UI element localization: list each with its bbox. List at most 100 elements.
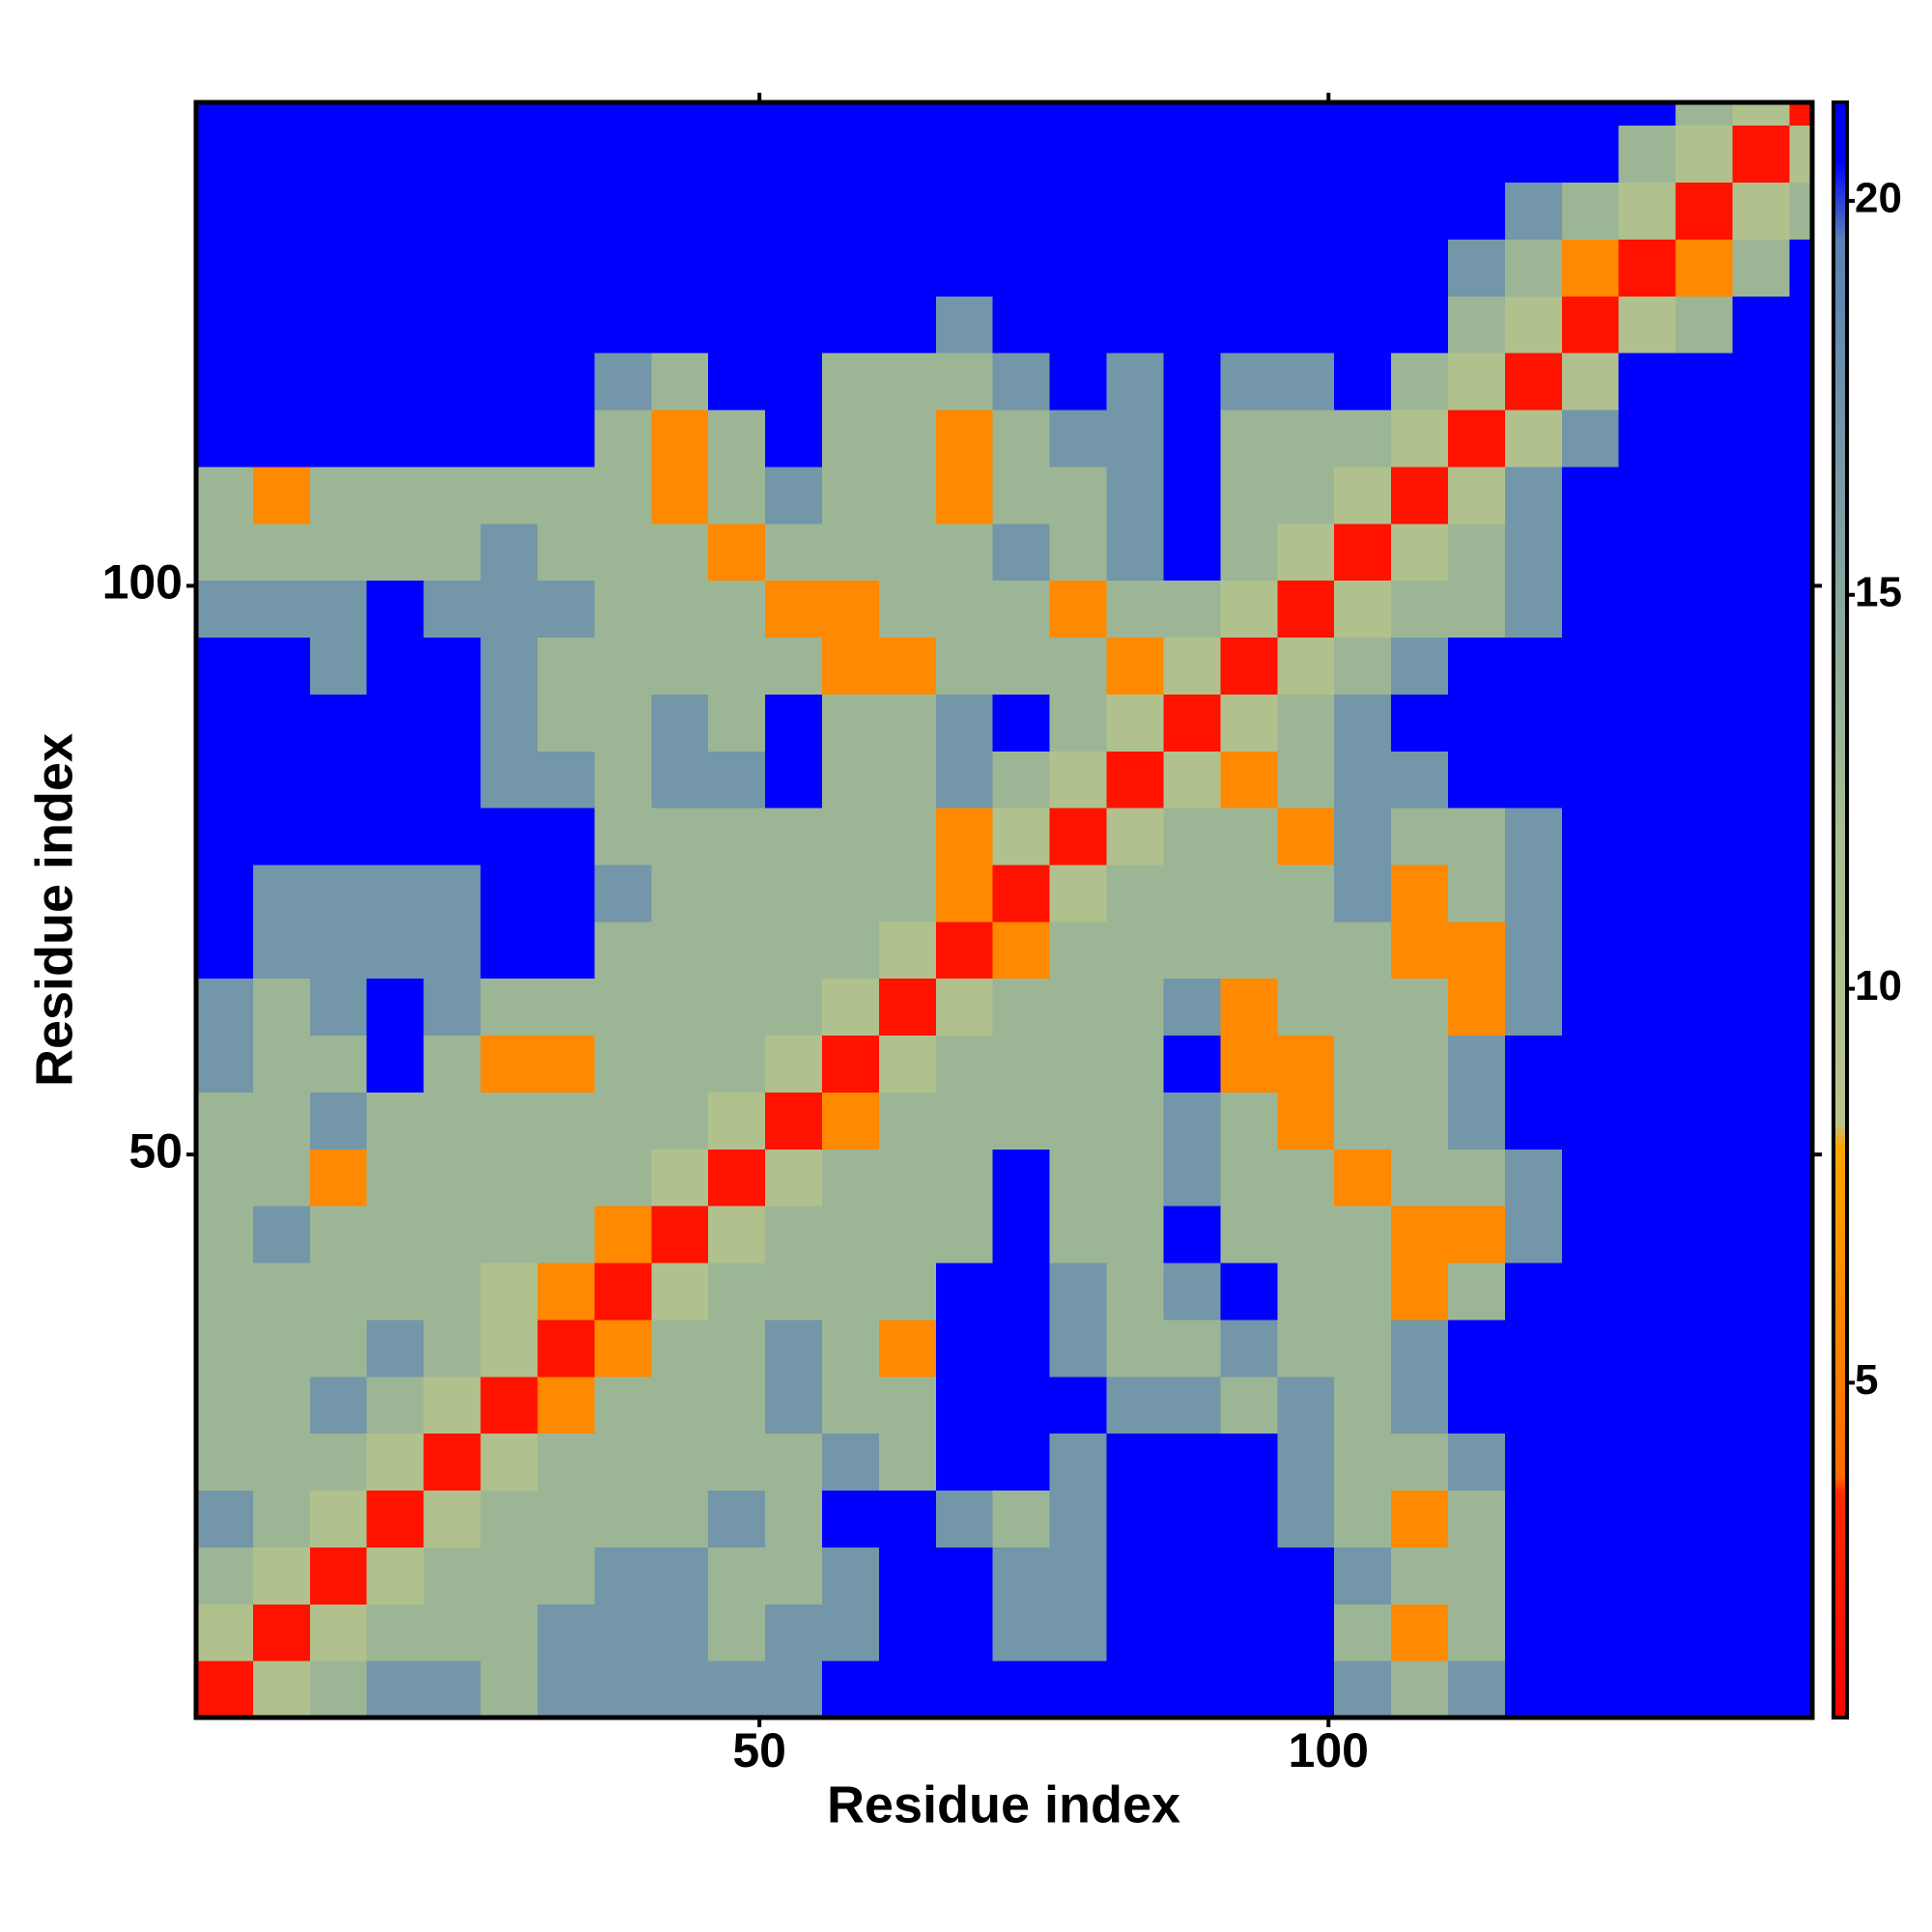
heatmap-cell: [366, 239, 425, 297]
heatmap-cell: [252, 580, 311, 639]
heatmap-cell: [1220, 808, 1278, 866]
heatmap-cell: [1391, 239, 1449, 297]
heatmap-cell: [708, 125, 766, 184]
heatmap-cell: [252, 1035, 311, 1093]
heatmap-cell: [537, 694, 595, 752]
heatmap-cell: [1618, 1149, 1677, 1207]
heatmap-cell: [878, 1319, 937, 1378]
heatmap-cell: [1447, 1376, 1506, 1435]
heatmap-cell: [594, 694, 652, 752]
heatmap-cell: [1391, 466, 1449, 525]
heatmap-cell: [1049, 102, 1108, 127]
heatmap-cell: [1277, 1376, 1335, 1435]
heatmap-cell: [1789, 864, 1813, 923]
heatmap-cell: [366, 978, 425, 1037]
heatmap-cell: [1789, 1604, 1813, 1662]
heatmap-cell: [708, 751, 766, 809]
heatmap-cell: [1789, 466, 1813, 525]
heatmap-cell: [252, 353, 311, 411]
heatmap-cell: [1732, 1319, 1791, 1378]
heatmap-cell: [935, 1263, 994, 1321]
heatmap-cell: [309, 182, 368, 240]
heatmap-cell: [935, 239, 994, 297]
heatmap-cell: [1504, 353, 1563, 411]
heatmap-cell: [1163, 1206, 1221, 1264]
heatmap-cell: [594, 808, 652, 866]
heatmap-cell: [1049, 296, 1108, 354]
heatmap-cell: [480, 296, 539, 354]
heatmap-cell: [1561, 921, 1620, 980]
heatmap-cell: [423, 1092, 482, 1150]
heatmap-cell: [935, 1319, 994, 1378]
heatmap-cell: [1163, 1490, 1221, 1548]
heatmap-cell: [651, 694, 709, 752]
heatmap-cell: [1163, 580, 1221, 639]
heatmap-cell: [1675, 1149, 1734, 1207]
heatmap-cell: [309, 1604, 368, 1662]
heatmap-cell: [992, 978, 1051, 1037]
heatmap-cell: [1732, 1035, 1791, 1093]
heatmap-cell: [1106, 296, 1165, 354]
heatmap-cell: [1675, 637, 1734, 695]
heatmap-cell: [309, 751, 368, 809]
heatmap-cell: [196, 1149, 254, 1207]
heatmap-cell: [821, 239, 880, 297]
heatmap-cell: [1163, 1661, 1221, 1719]
heatmap-cell: [1391, 1547, 1449, 1605]
heatmap-cell: [1334, 1149, 1392, 1207]
plot-frame: [193, 99, 1815, 1720]
heatmap-cell: [1277, 523, 1335, 582]
heatmap-cell: [651, 921, 709, 980]
heatmap-cell: [594, 580, 652, 639]
heatmap-cell: [992, 1433, 1051, 1492]
heatmap-cell: [196, 1604, 254, 1662]
heatmap-cell: [1220, 978, 1278, 1037]
heatmap-cell: [821, 637, 880, 695]
heatmap-cell: [765, 978, 823, 1037]
heatmap-cell: [537, 921, 595, 980]
heatmap-cell: [651, 808, 709, 866]
heatmap-cell: [1220, 466, 1278, 525]
heatmap-cell: [1561, 353, 1620, 411]
heatmap-cell: [821, 864, 880, 923]
heatmap-cell: [1675, 580, 1734, 639]
heatmap-cell: [480, 1035, 539, 1093]
heatmap-cell: [309, 466, 368, 525]
heatmap-cell: [651, 296, 709, 354]
heatmap-cell: [992, 102, 1051, 127]
heatmap-cell: [765, 1092, 823, 1150]
heatmap-cell: [309, 409, 368, 468]
heatmap-cell: [1106, 978, 1165, 1037]
heatmap-cell: [366, 409, 425, 468]
heatmap-cell: [1106, 1376, 1165, 1435]
heatmap-cell: [992, 409, 1051, 468]
heatmap-cell: [252, 1433, 311, 1492]
heatmap-cell: [1561, 637, 1620, 695]
heatmap-cell: [1277, 466, 1335, 525]
heatmap-cell: [1618, 1604, 1677, 1662]
heatmap-cell: [821, 1376, 880, 1435]
heatmap-cell: [1220, 1149, 1278, 1207]
y-axis-title: Residue index: [25, 733, 83, 1087]
heatmap-cell: [196, 751, 254, 809]
heatmap-cell: [1732, 637, 1791, 695]
heatmap-cell: [1391, 637, 1449, 695]
heatmap-cell: [366, 921, 425, 980]
heatmap-cell: [765, 1490, 823, 1548]
heatmap-cell: [1391, 1319, 1449, 1378]
heatmap-cell: [1618, 409, 1677, 468]
heatmap-cell: [480, 808, 539, 866]
heatmap-cell: [878, 751, 937, 809]
heatmap-cell: [309, 1206, 368, 1264]
heatmap-cell: [1106, 466, 1165, 525]
heatmap-cell: [309, 1661, 368, 1719]
heatmap-cell: [537, 808, 595, 866]
heatmap-cell: [594, 1263, 652, 1321]
heatmap-cell: [708, 694, 766, 752]
heatmap-cell: [708, 1206, 766, 1264]
heatmap-cell: [1618, 102, 1677, 127]
heatmap-cell: [1049, 409, 1108, 468]
heatmap-cell: [1220, 694, 1278, 752]
heatmap-cell: [1163, 125, 1221, 184]
heatmap-cell: [1732, 239, 1791, 297]
